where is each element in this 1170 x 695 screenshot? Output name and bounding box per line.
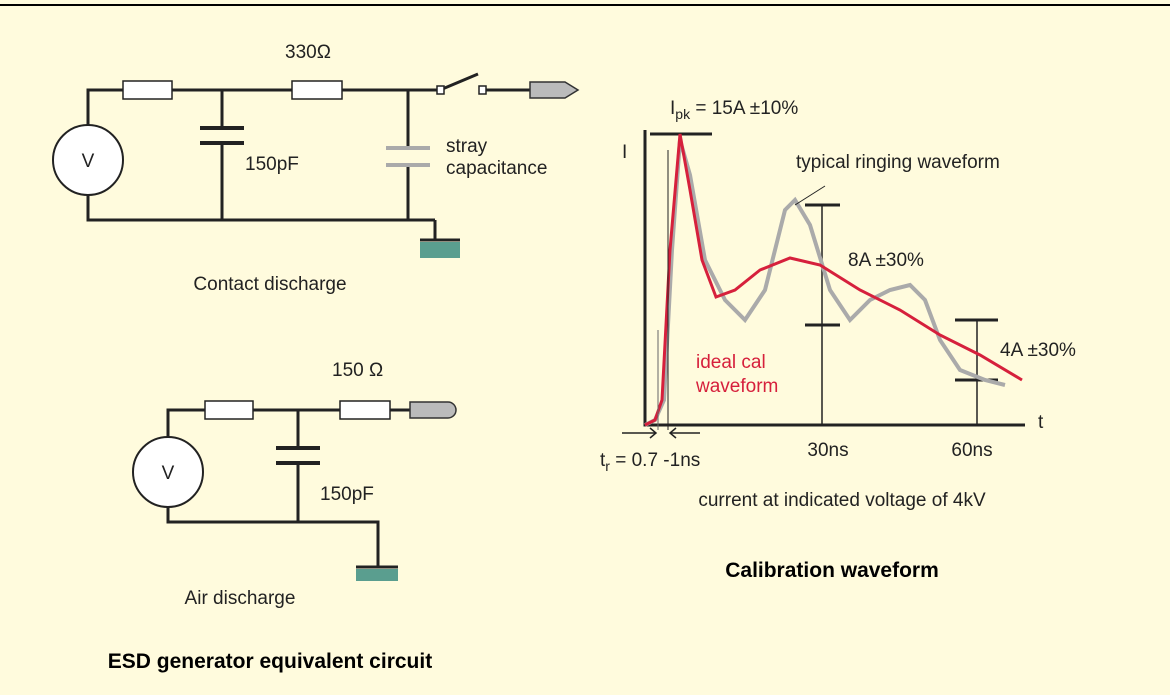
symbol: t [600,450,606,471]
ground [420,242,460,258]
resistor [339,400,391,420]
stray-label: stray [446,136,488,157]
capacitor-label: 150pF [245,154,299,175]
ideal-label: waveform [695,376,778,397]
wire [166,408,410,567]
ringing-label: typical ringing waveform [796,152,1000,173]
probe [529,81,580,99]
stray-label: capacitance [446,158,547,179]
caption: Contact discharge [193,274,346,295]
leader [794,185,826,206]
peak-label: Ipk = 15A ±10% [670,98,798,122]
tick-label: 30ns [807,440,848,461]
tick-label: 60ns [951,440,992,461]
source-label: V [82,151,95,172]
source-label: V [162,463,175,484]
resistor [122,80,173,100]
rise-arrows [622,427,700,439]
note: current at indicated voltage of 4kV [698,490,986,511]
late-label: 4A ±30% [1000,340,1076,361]
air-circuit: 150 Ω 150pF V Air discharge [132,360,457,609]
resistor-label: 330Ω [285,42,331,63]
resistor [204,400,254,420]
peak-text: = 15A ±10% [690,98,798,119]
ideal-label: ideal cal [696,352,766,373]
waveform-title: Calibration waveform [725,559,939,582]
resistor [291,80,343,100]
voltage-source [52,124,124,196]
x-axis-label: t [1038,412,1044,433]
y-axis-label: I [622,142,627,163]
caption: Air discharge [185,588,296,609]
error-bar [805,203,840,327]
waveform-diagram: Ipk = 15A ±10% I t typical ringing wavef… [600,98,1076,582]
switch-contact [436,85,445,95]
mid-label: 8A ±30% [848,250,924,271]
rise-label: tr = 0.7 -1ns [600,450,700,474]
switch-contact [478,85,487,95]
symbol: I [670,98,675,119]
ideal-waveform [644,133,1023,427]
resistor-label: 150 Ω [332,360,383,381]
contact-circuit: 330Ω 150pF stray capacitance V Contact d… [52,42,580,295]
wire [86,88,530,240]
left-caption: ESD generator equivalent circuit [108,650,432,673]
probe [409,401,457,419]
capacitor-label: 150pF [320,484,374,505]
subscript: r [605,458,610,474]
subscript: pk [675,106,691,122]
rise-text: = 0.7 -1ns [610,450,700,471]
voltage-source [132,436,204,508]
switch [439,72,479,92]
ground [356,569,398,581]
